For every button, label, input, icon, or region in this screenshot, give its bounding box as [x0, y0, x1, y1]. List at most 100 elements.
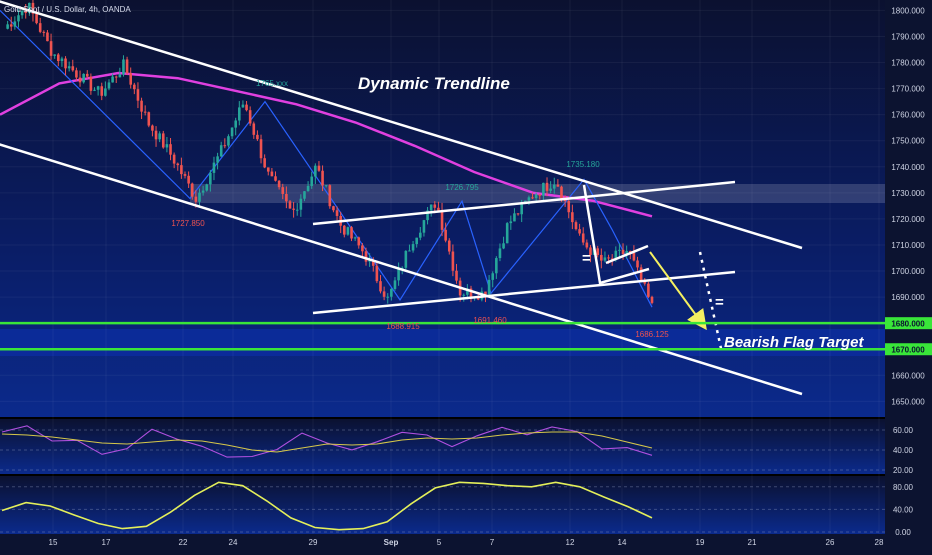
candle-body — [107, 82, 111, 89]
candle-body — [455, 270, 458, 281]
candle-body — [516, 213, 520, 215]
time-tick-label: 29 — [309, 538, 318, 547]
candle-body — [256, 134, 259, 140]
rsi-pane-bg — [0, 419, 885, 474]
candle-body — [574, 222, 578, 230]
candle-body — [650, 296, 654, 303]
candle-body — [136, 89, 140, 101]
candle-body — [353, 237, 357, 239]
time-tick-label: 7 — [490, 538, 495, 547]
candle-body — [42, 31, 46, 33]
dynamic-trendline-annotation: Dynamic Trendline — [358, 74, 510, 93]
candle-body — [368, 260, 371, 262]
candle-body — [201, 190, 205, 193]
candle-body — [469, 288, 473, 298]
candle-body — [513, 213, 516, 222]
candle-body — [484, 291, 487, 295]
candle-body — [419, 232, 422, 238]
candle-body — [238, 107, 241, 121]
candle-body — [451, 251, 455, 271]
candle-body — [581, 233, 585, 243]
candle-body — [270, 171, 274, 177]
measured-move-pole[interactable] — [582, 184, 650, 285]
candle-body — [505, 223, 509, 244]
stoch-series-line — [1, 481, 653, 531]
small-flag-line[interactable] — [605, 244, 649, 265]
candle-body — [212, 162, 216, 173]
candle-body — [600, 254, 603, 261]
candle-body — [60, 58, 64, 62]
candles-layer — [6, 0, 654, 305]
candle-body — [314, 165, 317, 177]
candle-body — [400, 267, 404, 269]
candle-body — [285, 193, 288, 202]
candle-body — [140, 100, 143, 112]
candle-body — [125, 59, 129, 74]
candle-body — [223, 145, 227, 147]
candle-body — [357, 237, 361, 246]
target-arrow[interactable] — [649, 251, 707, 331]
candle-body — [531, 197, 534, 199]
time-tick-label: 17 — [102, 538, 111, 547]
equal-mark: = — [715, 294, 724, 311]
candle-body — [57, 54, 60, 62]
candle-body — [527, 197, 531, 201]
flag-top-line[interactable] — [312, 180, 736, 226]
upper-trendline[interactable] — [0, 0, 803, 250]
candle-body — [38, 23, 42, 32]
price-tick-label: 1790.000 — [891, 32, 925, 41]
candle-body — [404, 250, 408, 268]
target-levels: 1680.000 1670.000 — [0, 317, 932, 356]
candle-body — [49, 41, 53, 56]
candle-body — [158, 133, 161, 140]
target-zone — [0, 329, 885, 356]
target-level-tag — [885, 317, 932, 330]
rsi-tick-label: 40.00 — [893, 446, 914, 455]
price-tick-label: 1650.000 — [891, 397, 925, 406]
price-tick-label: 1700.000 — [891, 267, 925, 276]
candle-body — [328, 185, 332, 207]
flag-bottom-line[interactable] — [312, 270, 736, 315]
candle-body — [172, 154, 176, 164]
time-tick-label: 15 — [49, 538, 58, 547]
candle-body — [589, 247, 592, 255]
time-tick-label: Sep — [384, 538, 399, 547]
time-tick-label: 19 — [696, 538, 705, 547]
price-tick-label: 1710.000 — [891, 241, 925, 250]
candle-body — [165, 144, 169, 148]
candle-body — [93, 89, 96, 91]
pivot-price-label: 1726.795 — [445, 183, 479, 192]
candle-body — [118, 74, 122, 78]
candle-body — [306, 185, 310, 192]
candle-body — [393, 280, 397, 289]
projection-dotted[interactable] — [698, 251, 724, 354]
lower-trendline[interactable] — [0, 143, 803, 396]
stoch-tick-label: 0.00 — [895, 528, 911, 537]
candle-body — [603, 257, 607, 261]
candle-body — [129, 73, 133, 85]
candle-body — [122, 59, 125, 75]
pivot-price-label: 1765.xxx — [256, 79, 288, 88]
candle-body — [281, 187, 285, 194]
candle-body — [429, 204, 433, 211]
candle-body — [303, 191, 306, 199]
candle-body — [227, 136, 230, 146]
candle-body — [618, 249, 621, 251]
price-tick-label: 1740.000 — [891, 163, 925, 172]
candle-body — [274, 176, 277, 181]
price-tick-label: 1730.000 — [891, 189, 925, 198]
candle-body — [17, 15, 20, 22]
candle-body — [292, 208, 295, 210]
candle-body — [556, 184, 560, 187]
candle-body — [342, 225, 346, 235]
candle-body — [154, 130, 158, 140]
time-tick-label: 12 — [566, 538, 575, 547]
candle-body — [209, 172, 212, 185]
pivot-price-label: 1688.915 — [386, 322, 420, 331]
candle-body — [219, 145, 223, 157]
candle-body — [534, 194, 538, 199]
candle-body — [361, 245, 364, 252]
candle-body — [364, 251, 368, 262]
candle-body — [567, 201, 571, 213]
